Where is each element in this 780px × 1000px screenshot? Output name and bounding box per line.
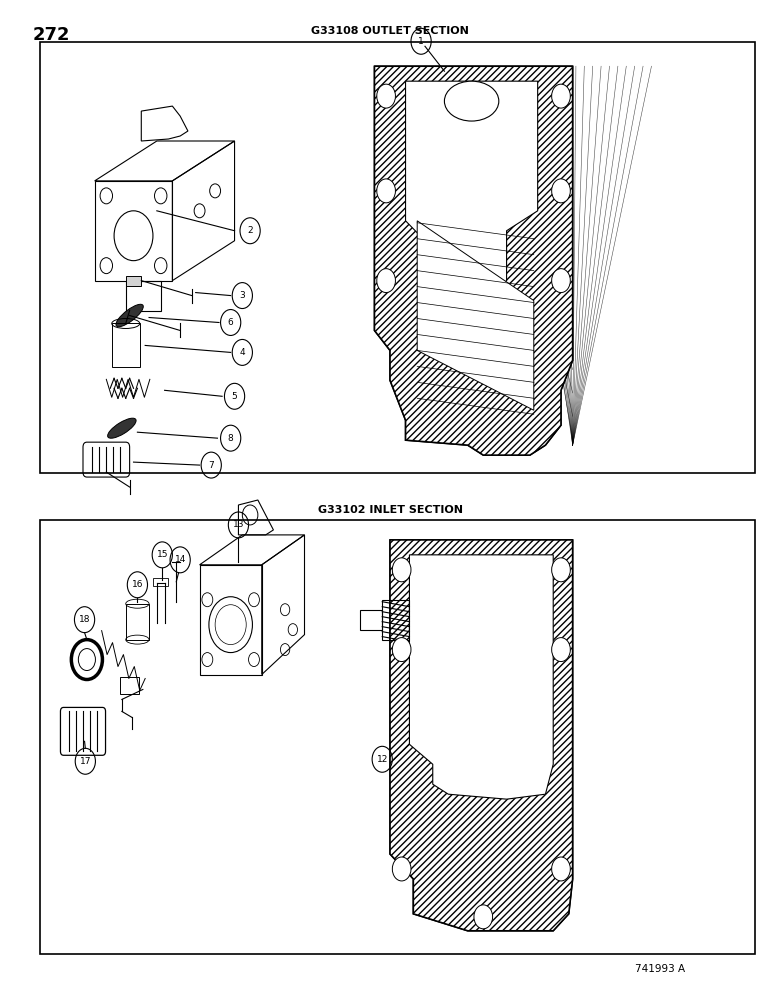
Circle shape xyxy=(474,905,493,929)
Circle shape xyxy=(377,179,395,203)
Text: G33102 INLET SECTION: G33102 INLET SECTION xyxy=(317,505,463,515)
Text: 17: 17 xyxy=(80,757,91,766)
Text: 2: 2 xyxy=(247,226,253,235)
Bar xyxy=(119,677,139,694)
Text: 6: 6 xyxy=(228,318,233,327)
Polygon shape xyxy=(374,66,573,455)
Ellipse shape xyxy=(108,418,136,438)
Ellipse shape xyxy=(116,304,144,327)
Circle shape xyxy=(392,558,411,582)
Text: 13: 13 xyxy=(232,520,244,529)
Text: 12: 12 xyxy=(377,755,388,764)
Bar xyxy=(126,604,149,640)
Polygon shape xyxy=(406,81,537,301)
Circle shape xyxy=(551,857,570,881)
Text: 7: 7 xyxy=(208,461,215,470)
Circle shape xyxy=(392,857,411,881)
Circle shape xyxy=(551,558,570,582)
Polygon shape xyxy=(390,540,573,931)
Bar xyxy=(41,42,755,473)
Bar xyxy=(360,610,382,630)
Text: 272: 272 xyxy=(33,26,70,44)
Circle shape xyxy=(551,84,570,108)
Circle shape xyxy=(551,638,570,662)
Bar xyxy=(41,520,755,954)
Text: 16: 16 xyxy=(132,580,144,589)
Polygon shape xyxy=(417,221,534,410)
Text: 741993 A: 741993 A xyxy=(635,964,686,974)
Ellipse shape xyxy=(78,649,95,671)
Text: 8: 8 xyxy=(228,434,233,443)
Text: 3: 3 xyxy=(239,291,245,300)
Polygon shape xyxy=(390,540,573,931)
Text: G33108 OUTLET SECTION: G33108 OUTLET SECTION xyxy=(311,26,469,36)
Text: 1: 1 xyxy=(418,37,424,46)
Circle shape xyxy=(377,84,395,108)
Circle shape xyxy=(377,269,395,293)
Polygon shape xyxy=(126,276,141,286)
Bar xyxy=(153,578,168,586)
Circle shape xyxy=(551,269,570,293)
Circle shape xyxy=(392,638,411,662)
Text: 4: 4 xyxy=(239,348,245,357)
Polygon shape xyxy=(410,555,553,799)
Text: 14: 14 xyxy=(175,555,186,564)
Bar xyxy=(112,323,140,367)
Text: 15: 15 xyxy=(157,550,168,559)
Polygon shape xyxy=(374,66,573,455)
Circle shape xyxy=(551,179,570,203)
Ellipse shape xyxy=(445,81,499,121)
Text: 5: 5 xyxy=(232,392,237,401)
Text: 18: 18 xyxy=(79,615,90,624)
